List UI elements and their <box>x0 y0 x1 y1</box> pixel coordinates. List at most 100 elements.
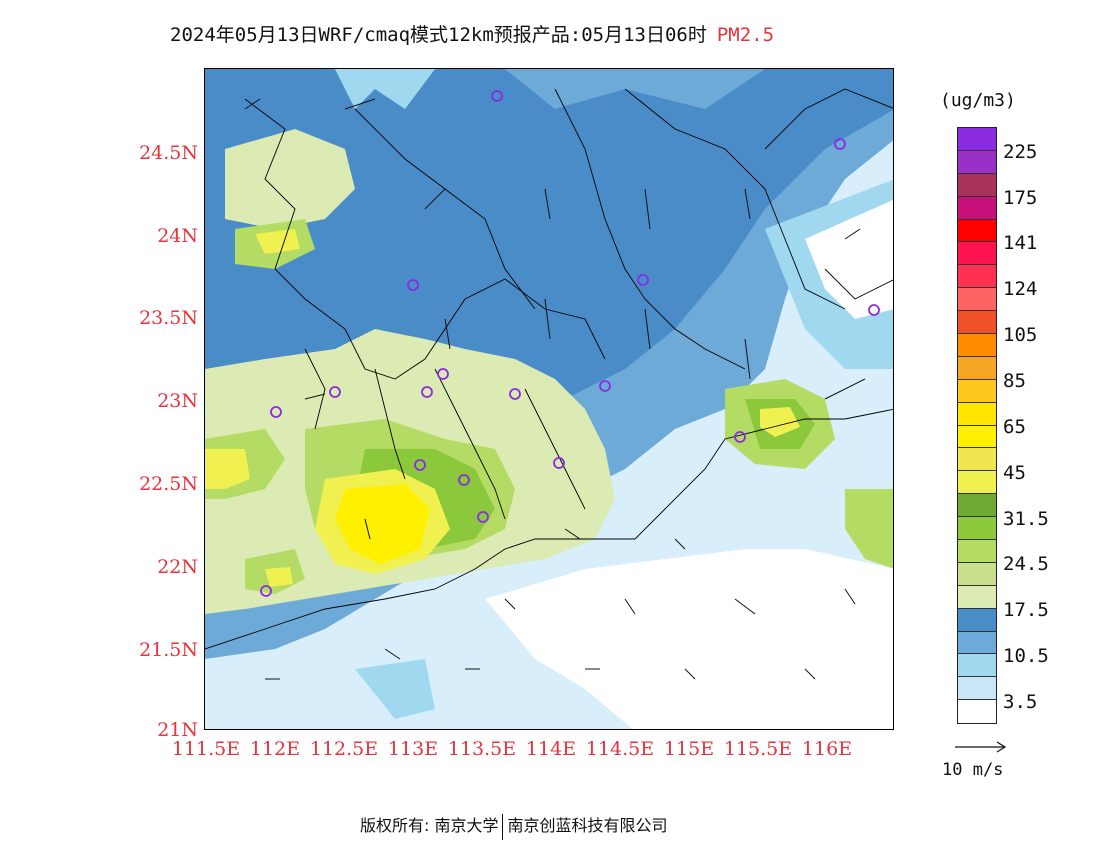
colorbar-swatch <box>958 402 996 426</box>
legend-label: 175 <box>1003 187 1038 209</box>
footer-left: 版权所有: 南京大学 <box>360 816 499 835</box>
legend-label: 141 <box>1003 232 1038 254</box>
colorbar-swatch <box>958 242 996 266</box>
colorbar-swatch <box>958 494 996 518</box>
colorbar-swatch <box>958 517 996 541</box>
colorbar-swatch <box>958 425 996 449</box>
legend-units: (ug/m3) <box>940 90 1016 111</box>
station-marker <box>270 406 282 418</box>
station-marker <box>260 585 272 597</box>
footer-divider <box>502 813 504 840</box>
colorbar-swatch <box>958 265 996 289</box>
map-panel[interactable] <box>204 68 894 730</box>
station-marker <box>407 279 419 291</box>
colorbar-swatch <box>958 219 996 243</box>
title-pollutant: PM2.5 <box>716 24 775 46</box>
station-marker <box>834 138 846 150</box>
station-marker <box>458 474 470 486</box>
station-marker <box>491 90 503 102</box>
colorbar-swatch <box>958 150 996 174</box>
field-sea-white <box>485 549 893 729</box>
lat-label-21-5n: 21.5N <box>139 639 198 661</box>
wind-vectors <box>244 98 866 680</box>
legend-label: 45 <box>1003 462 1026 484</box>
colorbar-swatch <box>958 311 996 335</box>
station-marker <box>477 511 489 523</box>
station-marker <box>329 386 341 398</box>
legend-label: 105 <box>1003 324 1038 346</box>
lon-label-115-5e: 115.5E <box>723 738 793 760</box>
colorbar-swatch <box>958 540 996 563</box>
field-yellow-sw <box>265 567 293 587</box>
field-white-ne <box>805 199 893 319</box>
lat-label-24-5n: 24.5N <box>139 142 198 164</box>
colorbar-swatch <box>958 288 996 312</box>
lon-label-112-5e: 112.5E <box>309 738 379 760</box>
lon-label-112e: 112E <box>249 738 301 760</box>
station-marker <box>421 386 433 398</box>
colorbar-swatch <box>958 173 996 197</box>
field-yellow-east <box>760 407 800 437</box>
lat-label-23n: 23N <box>157 390 198 412</box>
field-yellow-nw <box>255 229 300 254</box>
station-marker <box>637 274 649 286</box>
field-yellow-core <box>335 484 430 564</box>
colorbar-swatch <box>958 677 996 701</box>
colorbar-swatch <box>958 128 996 151</box>
legend-label: 10.5 <box>1003 645 1049 667</box>
title-main: 2024年05月13日WRF/cmaq模式12km预报产品:05月13日06时 <box>170 24 707 46</box>
lat-label-24n: 24N <box>157 225 198 247</box>
station-marker <box>734 431 746 443</box>
lat-label-22n: 22N <box>157 556 198 578</box>
field-pale-green-nw <box>225 129 355 229</box>
colorbar-swatch <box>958 196 996 220</box>
lon-label-113-5e: 113.5E <box>447 738 517 760</box>
field-sea-patch <box>355 659 435 719</box>
legend-colorbar <box>957 127 997 725</box>
station-markers <box>260 90 880 597</box>
concentration-map <box>205 69 893 729</box>
legend-label: 65 <box>1003 416 1026 438</box>
wind-reference-label: 10 m/s <box>942 760 1004 780</box>
colorbar-swatch <box>958 448 996 472</box>
station-marker <box>437 368 449 380</box>
lat-label-21n: 21N <box>157 719 198 741</box>
lon-label-116e: 116E <box>801 738 853 760</box>
colorbar-swatch <box>958 379 996 403</box>
station-marker <box>414 459 426 471</box>
station-marker <box>553 457 565 469</box>
colorbar-swatch <box>958 334 996 357</box>
legend-label: 3.5 <box>1003 691 1038 713</box>
map-title: 2024年05月13日WRF/cmaq模式12km预报产品:05月13日06时 P… <box>170 20 774 47</box>
coastline-boundaries <box>205 88 893 650</box>
lat-label-23-5n: 23.5N <box>139 307 198 329</box>
station-marker <box>868 304 880 316</box>
colorbar-swatch <box>958 654 996 678</box>
lat-label-22-5n: 22.5N <box>139 473 198 495</box>
colorbar-swatch <box>958 700 996 724</box>
legend-label: 124 <box>1003 278 1038 300</box>
legend-label: 31.5 <box>1003 508 1049 530</box>
colorbar-swatch <box>958 562 996 586</box>
legend-label: 225 <box>1003 141 1038 163</box>
legend-label: 24.5 <box>1003 553 1049 575</box>
legend-label: 17.5 <box>1003 599 1049 621</box>
footer-right: 南京创蓝科技有限公司 <box>507 816 668 835</box>
lon-label-114e: 114E <box>525 738 577 760</box>
lon-label-111-5e: 111.5E <box>171 738 241 760</box>
lon-label-115e: 115E <box>663 738 715 760</box>
station-marker <box>509 388 521 400</box>
copyright-footer: 版权所有: 南京大学 南京创蓝科技有限公司 <box>360 812 668 840</box>
colorbar-swatch <box>958 471 996 495</box>
field-yellow-west <box>205 449 250 489</box>
colorbar-swatch <box>958 608 996 632</box>
colorbar-swatch <box>958 631 996 655</box>
lon-label-113e: 113E <box>387 738 439 760</box>
lon-label-114-5e: 114.5E <box>585 738 655 760</box>
field-green-far-east <box>845 489 893 569</box>
colorbar-swatch <box>958 356 996 380</box>
field-light-blue-north <box>335 69 435 109</box>
wind-reference-arrow-icon <box>955 741 1007 753</box>
station-marker <box>599 380 611 392</box>
colorbar-swatch <box>958 585 996 609</box>
